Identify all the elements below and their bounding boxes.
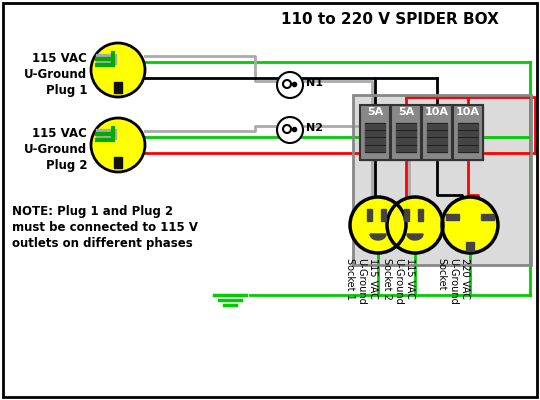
Text: 10A: 10A xyxy=(425,107,449,117)
Text: NOTE: Plug 1 and Plug 2
must be connected to 115 V
outlets on different phases: NOTE: Plug 1 and Plug 2 must be connecte… xyxy=(12,205,198,250)
Bar xyxy=(458,123,478,152)
Bar xyxy=(96,129,116,139)
Circle shape xyxy=(442,197,498,253)
Bar xyxy=(396,123,416,152)
Text: 5A: 5A xyxy=(398,107,414,117)
Bar xyxy=(360,105,390,160)
Bar xyxy=(360,105,390,160)
Circle shape xyxy=(91,118,145,172)
Text: 115 VAC
U-Ground
Socket 2: 115 VAC U-Ground Socket 2 xyxy=(382,258,415,305)
Bar xyxy=(404,209,409,221)
Bar xyxy=(422,105,452,160)
Circle shape xyxy=(387,197,443,253)
Circle shape xyxy=(350,197,406,253)
Text: 115 VAC
U-Ground
Plug 1: 115 VAC U-Ground Plug 1 xyxy=(24,52,87,97)
Bar xyxy=(422,105,452,160)
Bar xyxy=(353,95,531,265)
Text: 115 VAC
U-Ground
Socket 1: 115 VAC U-Ground Socket 1 xyxy=(345,258,378,305)
Text: N2: N2 xyxy=(306,123,323,133)
Bar xyxy=(453,105,483,160)
Circle shape xyxy=(277,72,303,98)
Bar xyxy=(481,214,494,220)
Circle shape xyxy=(91,43,145,97)
Circle shape xyxy=(277,117,303,143)
Polygon shape xyxy=(407,234,423,240)
Polygon shape xyxy=(370,234,386,240)
Bar xyxy=(381,209,386,221)
Bar xyxy=(114,82,122,93)
Text: 220 VAC
U-Ground
Socket: 220 VAC U-Ground Socket xyxy=(437,258,470,305)
Text: 10A: 10A xyxy=(456,107,480,117)
Bar xyxy=(353,95,531,265)
Text: 5A: 5A xyxy=(367,107,383,117)
Bar xyxy=(427,123,447,152)
Bar xyxy=(365,123,384,152)
Bar xyxy=(367,209,372,221)
Bar xyxy=(453,105,483,160)
Bar xyxy=(418,209,423,221)
Text: 110 to 220 V SPIDER BOX: 110 to 220 V SPIDER BOX xyxy=(281,12,499,27)
Bar xyxy=(114,157,122,168)
Text: N1: N1 xyxy=(306,78,323,88)
Bar xyxy=(96,54,116,64)
Bar xyxy=(466,242,474,251)
Bar xyxy=(446,214,459,220)
Bar xyxy=(391,105,421,160)
Bar xyxy=(391,105,421,160)
Text: 115 VAC
U-Ground
Plug 2: 115 VAC U-Ground Plug 2 xyxy=(24,127,87,172)
